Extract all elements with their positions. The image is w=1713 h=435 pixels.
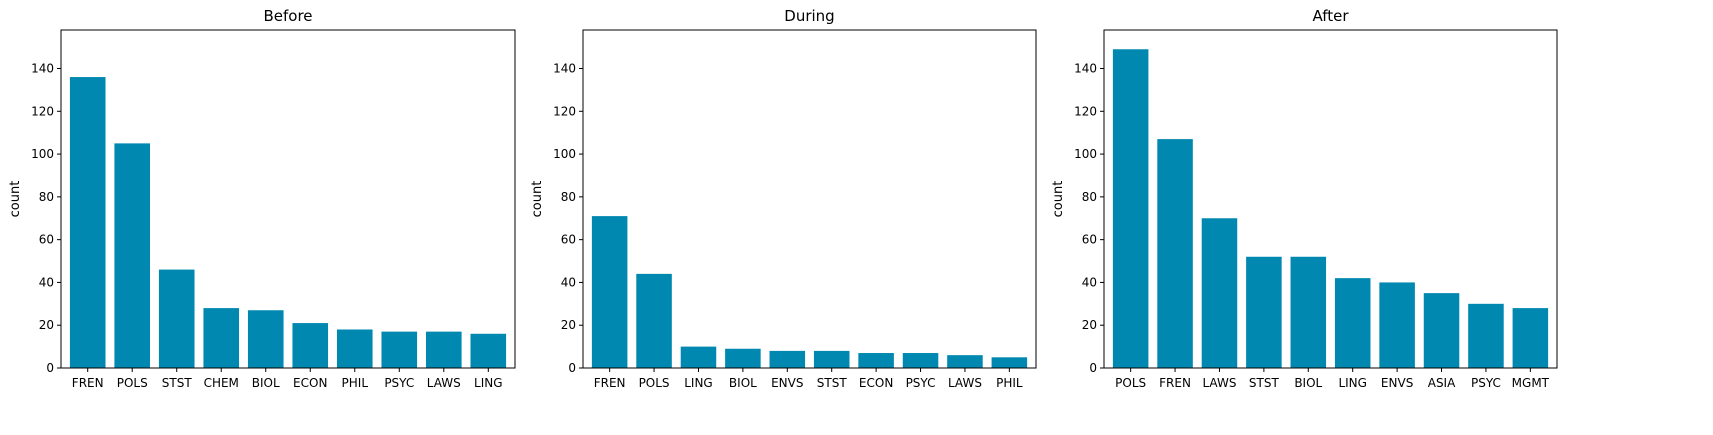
y-tick-label: 20 [39,318,54,332]
x-tick-label-biol: BIOL [252,376,280,390]
bar-envs [1379,282,1415,368]
x-tick-label-pols: POLS [639,376,670,390]
bar-laws [947,355,983,368]
bar-biol [247,310,284,368]
bar-asia [1423,293,1460,368]
y-tick-label: 100 [553,147,576,161]
bar-ling [1334,278,1371,368]
x-tick-label-fren: FREN [72,376,104,390]
axes-frame [582,29,1037,369]
bar-mgmt [1512,308,1549,368]
bar-laws [1201,218,1238,368]
chart-title: Before [263,7,312,25]
chart-panel-0: 0 20 40 60 80 100 120 140 FREN POLS STST CHEM BIOL EC… [8,7,516,390]
bar-psyc [1468,303,1504,368]
x-tick-label-asia: ASIA [1428,376,1456,390]
y-tick-label: 40 [1082,275,1097,289]
y-tick-label: 20 [561,318,576,332]
y-tick-label: 60 [1082,233,1097,247]
y-axis-label: count [8,181,23,218]
x-tick-label-fren: FREN [594,376,626,390]
x-tick-label-stst: STST [1249,376,1280,390]
x-tick-label-laws: LAWS [427,376,461,390]
x-tick-label-pols: POLS [117,376,148,390]
x-tick-label-chem: CHEM [204,376,239,390]
bar-envs [769,350,806,368]
bar-phil [336,329,373,368]
y-tick-label: 60 [561,233,576,247]
y-tick-label: 140 [1074,62,1097,76]
y-tick-label: 60 [39,233,54,247]
bar-stst [158,269,195,368]
axes-frame [60,29,516,369]
x-tick-label-mgmt: MGMT [1512,376,1550,390]
bar-econ [292,323,329,368]
bar-biol [725,348,761,368]
y-tick-label: 80 [1082,190,1097,204]
x-tick-label-laws: LAWS [1202,376,1236,390]
y-tick-label: 100 [31,147,54,161]
x-tick-label-stst: STST [162,376,193,390]
bar-fren [69,77,106,368]
x-tick-label-phil: PHIL [996,376,1023,390]
y-tick-label: 0 [46,361,54,375]
y-tick-label: 40 [39,275,54,289]
bar-stst [1246,256,1282,368]
x-tick-label-econ: ECON [859,376,893,390]
y-tick-label: 140 [553,62,576,76]
x-tick-label-phil: PHIL [342,376,369,390]
bar-econ [858,353,894,368]
bar-psyc [381,331,418,368]
bar-chem [203,308,240,368]
chart-title: During [784,7,834,25]
chart-panel-1: 0 20 40 60 80 100 120 140 FREN POLS LING BIOL ENVS ST… [530,7,1037,390]
y-tick-label: 0 [568,361,576,375]
bar-phil [991,357,1028,368]
y-tick-label: 20 [1082,318,1097,332]
bar-biol [1290,256,1327,368]
x-tick-label-laws: LAWS [948,376,982,390]
y-tick-label: 120 [1074,104,1097,118]
x-tick-label-psyc: PSYC [906,376,936,390]
x-tick-label-psyc: PSYC [384,376,414,390]
bar-laws [425,331,462,368]
bar-pols [636,273,672,368]
bar-psyc [902,353,939,368]
bar-ling [470,333,507,368]
y-tick-label: 120 [553,104,576,118]
bar-pols [1112,49,1149,368]
y-axis-label: count [1051,181,1066,218]
y-axis-label: count [530,181,545,218]
chart-panel-2: 0 20 40 60 80 100 120 140 POLS FREN LAWS STST BIOL LI… [1051,7,1558,390]
bar-fren [591,216,628,368]
y-tick-label: 80 [561,190,576,204]
x-tick-label-ling: LING [1338,376,1367,390]
x-tick-label-stst: STST [817,376,848,390]
y-tick-label: 120 [31,104,54,118]
x-tick-label-ling: LING [474,376,503,390]
y-tick-label: 80 [39,190,54,204]
x-tick-label-ling: LING [684,376,713,390]
bar-ling [680,346,717,368]
y-tick-label: 100 [1074,147,1097,161]
x-tick-label-econ: ECON [293,376,327,390]
x-tick-label-biol: BIOL [1294,376,1322,390]
x-tick-label-biol: BIOL [729,376,757,390]
axes-frame [1103,29,1558,369]
x-tick-label-fren: FREN [1159,376,1191,390]
bar-stst [813,350,850,368]
chart-title: After [1312,7,1349,25]
x-tick-label-psyc: PSYC [1471,376,1501,390]
y-tick-label: 140 [31,62,54,76]
x-tick-label-pols: POLS [1115,376,1146,390]
x-tick-label-envs: ENVS [1381,376,1413,390]
y-tick-label: 0 [1089,361,1097,375]
x-tick-label-envs: ENVS [771,376,803,390]
bar-pols [114,143,151,368]
y-tick-label: 40 [561,275,576,289]
bar-fren [1157,139,1193,368]
